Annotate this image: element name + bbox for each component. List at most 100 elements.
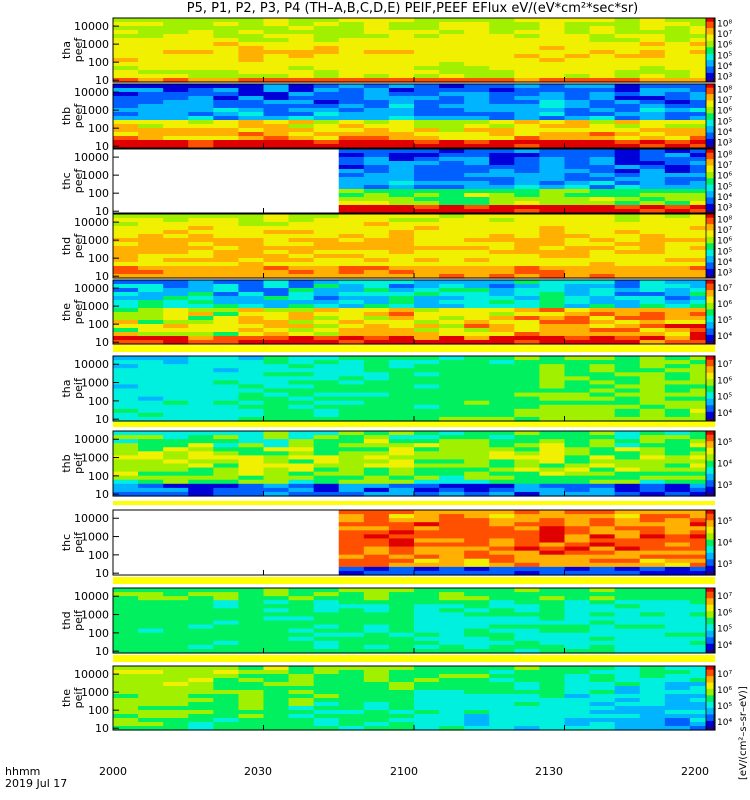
heatmap-cell [664,70,691,75]
heatmap-cell [439,185,465,190]
heatmap-cell [464,376,490,381]
heatmap-cell [138,400,164,406]
heatmap-cell [363,702,390,707]
heatmap-cell [363,161,390,166]
heatmap-cell [163,710,189,715]
heatmap-cell [514,408,541,414]
heatmap-cell [313,242,340,247]
colorbar-segment [706,56,714,61]
heatmap-cell [113,510,139,515]
heatmap-cell [138,690,164,695]
heatmap-cell [163,682,189,687]
heatmap-cell [138,340,164,345]
heatmap-cell [388,336,415,341]
heatmap-cell [664,280,691,285]
heatmap-cell [539,238,566,243]
heatmap-cell [614,92,641,97]
heatmap-cell [514,706,541,711]
heatmap-cell [514,108,541,113]
heatmap-cell [263,238,290,243]
heatmap-cell [388,694,415,699]
heatmap-cell [589,161,616,166]
heatmap-cell [614,538,641,544]
heatmap-cell [639,702,666,707]
heatmap-cell [363,463,390,469]
heatmap-cell [238,439,265,444]
heatmap-cell [539,58,566,63]
heatmap-cell [414,636,440,642]
heatmap-cell [464,463,490,469]
heatmap-cell [439,300,465,305]
heatmap-cell [639,648,666,654]
colorbar-tick-label: 10⁷ [717,30,732,40]
heatmap-cell [464,140,490,145]
heatmap-cell [113,136,139,141]
heatmap-cell [213,74,240,79]
heatmap-cell [263,710,290,715]
heatmap-cell [589,22,616,27]
heatmap-cell [464,542,490,548]
heatmap-cell [188,312,214,317]
heatmap-cell [614,54,641,59]
heatmap-cell [313,443,340,448]
heatmap-cell [113,690,139,695]
heatmap-cell [489,463,515,469]
heatmap-cell [414,526,440,531]
heatmap-cell [138,487,164,493]
heatmap-cell [238,666,265,671]
heatmap-cell [664,510,691,515]
heatmap-cell [288,332,315,337]
heatmap-cell [338,400,365,406]
heatmap-cell [414,542,440,548]
heatmap-cell [238,570,265,576]
heatmap-cell [464,514,490,519]
colorbar-segment [706,463,714,468]
heatmap-cell [589,234,616,239]
heatmap-cell [514,463,541,469]
heatmap-cell [338,320,365,325]
heatmap-cell [414,112,440,117]
heatmap-cell [313,364,340,369]
heatmap-cell [589,463,616,469]
heatmap-cell [689,193,716,198]
heatmap-cell [489,177,515,182]
heatmap-cell [238,487,265,493]
heatmap-cell [188,149,214,154]
heatmap-cell [388,288,415,293]
heatmap-cell [263,124,290,129]
heatmap-cell [564,112,591,117]
heatmap-cell [664,596,691,601]
heatmap-cell [689,439,716,444]
heatmap-cell [238,316,265,321]
heatmap-cell [113,604,139,609]
heatmap-cell [689,400,716,406]
heatmap-cell [414,690,440,695]
heatmap-cell [589,364,616,369]
heatmap-cell [464,100,490,105]
heatmap-cell [263,284,290,289]
heatmap-cell [363,144,390,149]
heatmap-cell [689,181,716,186]
heatmap-cell [464,328,490,333]
heatmap-cell [414,376,440,381]
heatmap-cell [163,616,189,622]
heatmap-cell [163,431,189,436]
heatmap-cell [238,62,265,67]
colorbar-segment [706,75,714,80]
heatmap-cell [363,280,390,285]
heatmap-cell [288,604,315,609]
heatmap-cell [564,84,591,89]
heatmap-cell [639,562,666,568]
heatmap-cell [664,312,691,317]
heatmap-cell [614,592,641,597]
heatmap-cell [414,54,440,59]
heatmap-cell [489,161,515,166]
heatmap-cell [614,364,641,369]
heatmap-cell [138,78,164,83]
heatmap-cell [263,412,290,418]
heatmap-cell [188,169,214,174]
heatmap-cell [414,400,440,406]
heatmap-cell [113,242,139,247]
heatmap-cell [113,376,139,381]
heatmap-cell [138,38,164,43]
